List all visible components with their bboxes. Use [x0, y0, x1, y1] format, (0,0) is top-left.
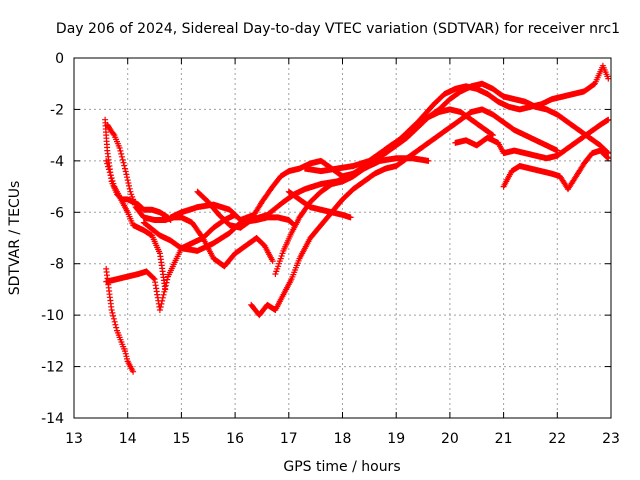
series-markers [167, 106, 496, 223]
series-markers [104, 121, 276, 270]
grid-lines [74, 58, 611, 418]
series-s7 [167, 106, 496, 223]
y-tick-label: -2 [50, 102, 64, 118]
series-s3 [103, 157, 169, 293]
y-tick-label: -14 [41, 411, 64, 427]
x-tick-label: 23 [602, 431, 620, 447]
series-s4 [104, 121, 276, 270]
x-tick-label: 13 [65, 431, 83, 447]
series-markers [301, 62, 612, 175]
x-tick-label: 19 [387, 431, 405, 447]
series-markers [248, 106, 561, 319]
series-s14 [500, 147, 612, 193]
x-tick-label: 14 [119, 431, 137, 447]
series-s9 [248, 106, 561, 319]
y-tick-label: -6 [50, 205, 64, 221]
y-tick-label: -12 [41, 360, 64, 376]
series-markers [452, 116, 612, 162]
y-tick-label: -8 [50, 257, 64, 273]
series-markers [103, 157, 169, 293]
axis-ticks: 13 14 15 16 17 18 19 20 21 22 23 0 -2 -4 -6 -8 -10 -12 -14 [41, 51, 620, 447]
x-axis-label: GPS time / hours [283, 459, 400, 475]
series-s13 [452, 116, 612, 162]
series-s12 [285, 188, 354, 221]
series-s5 [103, 211, 239, 313]
x-tick-label: 22 [548, 431, 566, 447]
x-tick-label: 15 [172, 431, 190, 447]
series-markers [103, 211, 239, 313]
y-axis-label: SDTVAR / TECUs [7, 181, 23, 296]
series-markers [285, 188, 354, 221]
x-tick-label: 17 [280, 431, 298, 447]
y-tick-label: 0 [55, 51, 64, 67]
series-s11 [301, 62, 612, 175]
y-tick-label: -10 [41, 308, 64, 324]
data-series [102, 62, 612, 375]
x-tick-label: 18 [334, 431, 352, 447]
chart-title: Day 206 of 2024, Sidereal Day-to-day VTE… [56, 21, 620, 37]
x-tick-label: 16 [226, 431, 244, 447]
y-tick-label: -4 [50, 154, 64, 170]
x-tick-label: 21 [495, 431, 513, 447]
x-tick-label: 20 [441, 431, 459, 447]
series-markers [500, 147, 612, 193]
